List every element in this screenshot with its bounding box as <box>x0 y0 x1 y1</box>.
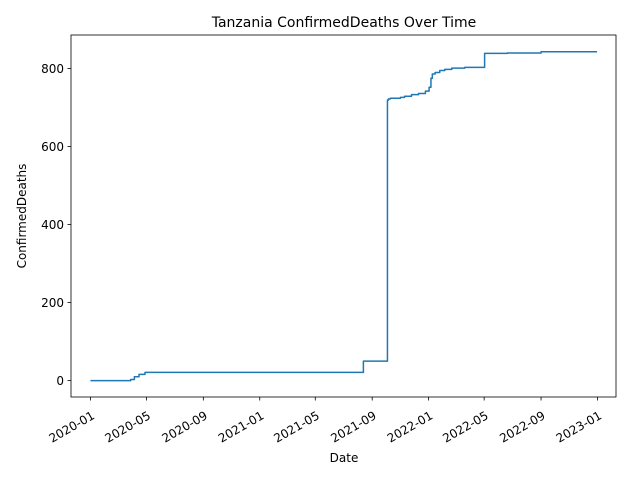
y-tick-label: 400 <box>41 218 64 232</box>
y-tick-label: 200 <box>41 296 64 310</box>
series-line <box>90 51 598 382</box>
y-tick-label: 800 <box>41 62 64 76</box>
y-tick-label: 600 <box>41 140 64 154</box>
y-tick-label: 0 <box>56 374 64 388</box>
y-axis: 0 200 400 600 800 <box>41 62 71 388</box>
plot-area <box>90 51 598 382</box>
x-axis-title: Date <box>330 451 359 465</box>
chart-title: Tanzania ConfirmedDeaths Over Time <box>211 15 477 31</box>
y-axis-title: ConfirmedDeaths <box>15 164 29 269</box>
plot-frame <box>70 34 617 398</box>
